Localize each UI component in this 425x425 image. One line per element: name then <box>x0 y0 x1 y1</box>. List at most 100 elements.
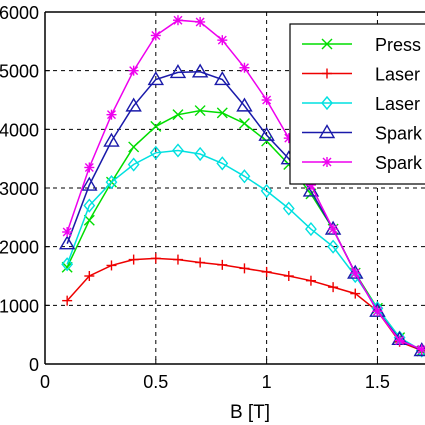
legend-entry: Laser <box>302 94 420 114</box>
data-point <box>83 198 96 213</box>
data-point <box>372 306 383 317</box>
data-point <box>321 95 333 111</box>
data-point <box>150 253 161 264</box>
data-point <box>128 65 139 76</box>
x-tick-label: 1.5 <box>365 372 390 392</box>
data-point <box>127 157 140 172</box>
data-point <box>350 268 361 279</box>
data-point <box>349 268 362 284</box>
data-point <box>150 120 162 132</box>
data-point <box>106 260 117 271</box>
y-tick-label: 0 <box>29 355 39 375</box>
data-point <box>62 227 73 237</box>
series-line <box>66 149 425 353</box>
data-point <box>194 105 206 117</box>
data-point <box>416 344 425 355</box>
data-point <box>62 295 73 306</box>
data-point <box>302 182 320 197</box>
y-tick-label: 6000 <box>0 3 39 23</box>
data-point <box>350 288 361 299</box>
data-point <box>322 68 332 79</box>
data-point <box>103 132 120 147</box>
legend-entry: Press <box>302 35 421 55</box>
data-point <box>238 117 250 129</box>
legend-entry: Laser <box>302 65 420 85</box>
data-point <box>84 271 95 281</box>
data-point <box>282 201 295 216</box>
data-point <box>172 109 184 121</box>
legend-entry: Spark <box>302 124 423 144</box>
series-4 <box>62 15 425 355</box>
data-point <box>61 261 73 273</box>
x-tick-label: 1 <box>262 372 272 392</box>
data-point <box>172 143 184 158</box>
data-point <box>261 266 272 277</box>
data-point <box>239 263 250 274</box>
data-point <box>81 176 98 191</box>
legend-label: Laser <box>375 65 420 85</box>
data-point <box>169 64 187 79</box>
data-point <box>61 257 74 272</box>
legend-label: Laser <box>375 94 420 114</box>
y-tick-label: 5000 <box>0 62 39 82</box>
data-point <box>58 235 76 250</box>
y-tick-label: 1000 <box>0 296 39 316</box>
data-point <box>261 95 272 105</box>
data-point <box>194 146 207 162</box>
series-layer <box>58 15 425 358</box>
data-point <box>214 71 231 86</box>
y-tick-label: 2000 <box>0 238 39 258</box>
data-point <box>239 62 250 73</box>
data-point <box>195 257 206 268</box>
data-point <box>106 109 117 120</box>
data-point <box>260 183 273 199</box>
y-tick-label: 3000 <box>0 179 39 199</box>
data-point <box>318 124 336 139</box>
data-point <box>150 30 161 41</box>
data-point <box>261 135 273 147</box>
data-point <box>216 107 228 119</box>
data-point <box>328 282 339 293</box>
data-point <box>321 38 333 50</box>
series-line <box>66 257 425 353</box>
data-point <box>125 97 142 112</box>
x-tick-label: 0 <box>40 372 50 392</box>
legend-label: Press <box>375 35 421 55</box>
data-point <box>283 271 294 281</box>
data-point <box>236 97 253 112</box>
data-point <box>105 175 118 190</box>
data-point <box>191 63 209 78</box>
axes: 0 0.5 1 1.5 0 1000 2000 3000 4000 5000 6000 <box>0 3 425 392</box>
data-point <box>217 35 228 46</box>
legend-label: Spark <box>375 153 423 173</box>
data-point <box>172 254 183 265</box>
x-axis-label: B [T] <box>230 402 270 423</box>
y-tick-label: 4000 <box>0 120 39 140</box>
legend-entry: Spark <box>302 153 423 173</box>
data-point <box>195 16 206 27</box>
data-point <box>305 275 316 286</box>
data-point <box>147 71 165 86</box>
data-point <box>216 156 229 171</box>
data-point <box>84 162 95 173</box>
data-point <box>172 15 183 26</box>
data-point <box>149 145 162 160</box>
series-2 <box>61 143 425 358</box>
x-tick-label: 0.5 <box>143 372 168 392</box>
data-point <box>83 214 95 226</box>
legend-label: Spark <box>375 124 423 144</box>
data-point <box>258 126 275 141</box>
data-point <box>128 254 139 265</box>
data-point <box>394 335 405 346</box>
data-point <box>217 259 228 270</box>
legend: Press Laser Laser Spark Spark <box>289 23 425 185</box>
data-point <box>238 169 251 184</box>
data-point <box>327 239 340 254</box>
data-point <box>128 141 140 153</box>
legend-box <box>289 23 425 185</box>
data-point <box>305 221 317 237</box>
data-point <box>322 157 332 167</box>
data-point <box>328 224 339 235</box>
series-1 <box>62 253 425 356</box>
